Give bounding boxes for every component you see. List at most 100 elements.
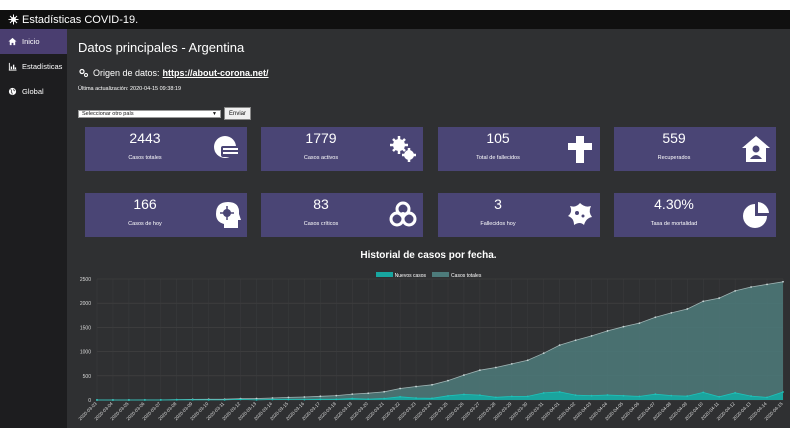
data-point-new-cases [319, 398, 322, 401]
source-link[interactable]: https://about-corona.net/ [162, 67, 269, 78]
card-value: 105 [486, 130, 510, 146]
card-label: Casos activos [303, 155, 339, 161]
data-point-total-cases [654, 316, 657, 319]
chart-title: Historial de casos por fecha. [360, 250, 497, 261]
data-point-new-cases [223, 399, 226, 401]
data-point-new-cases [112, 399, 114, 401]
legend-item-new-cases[interactable]: Nuevos casos [375, 272, 426, 279]
data-point-total-cases [478, 369, 481, 372]
country-select[interactable]: Seleccionar otro país ▼ [78, 109, 221, 118]
card-total-cases: 2443 Casos totales [85, 127, 247, 171]
data-point-new-cases [399, 395, 402, 398]
data-point-new-cases [191, 398, 194, 401]
data-point-new-cases [207, 399, 210, 401]
card-value: 83 [313, 196, 329, 212]
sidebar-item-label: Inicio [22, 37, 40, 46]
data-point-new-cases [782, 391, 784, 393]
card-deaths-today: 3 Fallecidos hoy [438, 193, 600, 237]
data-point-new-cases [638, 395, 641, 398]
y-tick-label: 2500 [80, 277, 91, 283]
card-value: 3 [494, 196, 502, 212]
face-mask-icon [214, 136, 239, 158]
card-value: 166 [133, 196, 157, 212]
app-window: Estadísticas COVID-19. Inicio Estadístic… [0, 10, 790, 428]
data-point-total-cases [367, 392, 370, 395]
data-point-total-cases [574, 339, 577, 342]
data-point-total-cases [702, 300, 705, 303]
bar-chart-icon [7, 62, 17, 72]
card-label: Fallecidos hoy [480, 221, 516, 227]
data-point-total-cases [431, 383, 433, 386]
source-label: Origen de datos: [93, 67, 160, 78]
data-point-new-cases [255, 398, 258, 401]
cross-icon [568, 136, 592, 163]
data-point-new-cases [670, 394, 673, 397]
data-point-new-cases [686, 395, 689, 397]
data-point-total-cases [558, 344, 561, 347]
card-critical-cases: 83 Casos críticos [261, 193, 423, 237]
series-area-total-cases [97, 281, 783, 400]
data-point-new-cases [367, 398, 370, 400]
submit-button[interactable]: Enviar [224, 107, 252, 120]
card-cases-today: 166 Casos de hoy [85, 193, 247, 237]
data-point-new-cases [526, 395, 529, 398]
card-label: Tasa de mortalidad [650, 221, 698, 227]
card-label: Casos de hoy [128, 221, 162, 227]
data-point-total-cases [750, 286, 752, 288]
app-title[interactable]: Estadísticas COVID-19. [22, 13, 139, 26]
card-value: 1779 [305, 130, 337, 146]
data-point-total-cases [494, 366, 497, 369]
card-mortality-rate: 4.30% Tasa de mortalidad [614, 193, 776, 237]
virus-logo-icon [7, 14, 19, 26]
data-point-total-cases [510, 362, 513, 365]
data-point-new-cases [718, 395, 721, 398]
cases-history-chart: 050010001500200025002020-03-032020-03-04… [78, 277, 784, 421]
sidebar-item-inicio[interactable]: Inicio [0, 29, 67, 54]
data-point-total-cases [766, 283, 768, 286]
y-tick-label: 1500 [80, 325, 91, 331]
y-tick-label: 1000 [80, 350, 91, 356]
data-point-total-cases [686, 308, 689, 310]
virus-icon [568, 203, 592, 225]
card-value: 4.30% [654, 196, 694, 212]
cogs-icon [78, 67, 89, 78]
data-point-new-cases [558, 391, 561, 393]
head-virus-icon [216, 202, 241, 228]
chevron-down-icon: ▼ [212, 110, 217, 117]
pie-chart-icon [743, 202, 769, 228]
data-point-new-cases [766, 396, 768, 399]
data-point-new-cases [494, 396, 497, 399]
data-point-total-cases [590, 335, 593, 337]
last-updated: Última actualización: 2020-04-15 09:38:1… [78, 86, 182, 92]
card-active-cases: 1779 Casos activos [261, 127, 423, 171]
data-point-total-cases [463, 374, 465, 376]
data-point-new-cases [239, 398, 242, 401]
data-point-total-cases [638, 322, 641, 324]
card-value: 2443 [129, 130, 161, 146]
sidebar-item-global[interactable]: Global [0, 79, 67, 104]
data-point-total-cases [734, 290, 737, 292]
data-point-new-cases [96, 399, 98, 401]
card-value: 559 [662, 130, 686, 146]
card-label: Recuperados [657, 155, 691, 161]
card-label: Total de fallecidos [476, 155, 520, 161]
data-point-new-cases [734, 391, 737, 394]
data-point-new-cases [478, 394, 481, 397]
house-user-icon [742, 136, 770, 162]
data-point-total-cases [622, 325, 625, 328]
main-content: Datos principales - Argentina Origen de … [67, 29, 790, 428]
card-label: Casos totales [128, 155, 162, 161]
data-point-total-cases [335, 394, 338, 397]
data-point-new-cases [574, 394, 577, 397]
sidebar-item-estadisticas[interactable]: Estadísticas [0, 54, 67, 79]
top-bar: Estadísticas COVID-19. [0, 10, 790, 29]
y-tick-label: 0 [88, 398, 91, 404]
series-line-new-cases [97, 391, 784, 401]
data-point-new-cases [159, 399, 162, 401]
home-icon [7, 37, 17, 47]
data-point-total-cases [319, 395, 322, 398]
sidebar: Inicio Estadísticas Global [0, 29, 67, 428]
legend-item-total-cases[interactable]: Casos totales [432, 272, 481, 279]
data-point-new-cases [510, 395, 513, 398]
data-point-new-cases [128, 399, 130, 401]
